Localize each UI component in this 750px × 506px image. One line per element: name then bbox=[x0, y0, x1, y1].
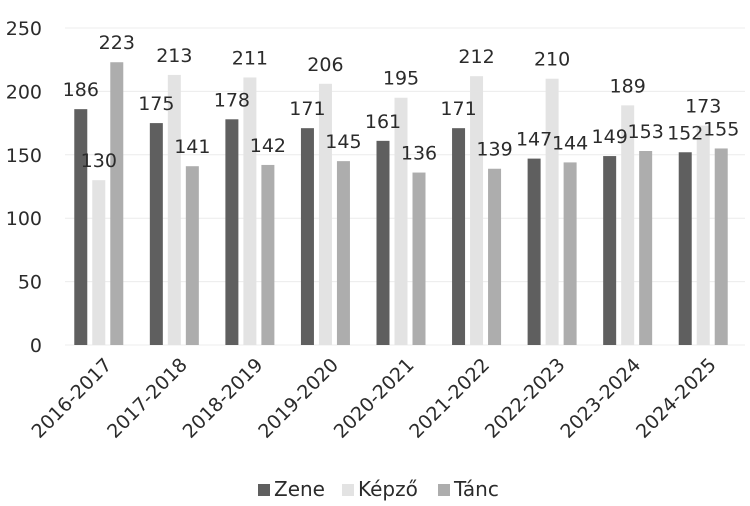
x-tick-label: 2016-2017 bbox=[28, 354, 117, 443]
bars bbox=[74, 62, 728, 346]
bar-képző bbox=[394, 97, 408, 346]
bar-képző bbox=[318, 83, 332, 346]
legend-item: Képző bbox=[342, 477, 418, 501]
bar-tánc bbox=[185, 166, 199, 345]
x-tick-label: 2022-2023 bbox=[481, 354, 570, 443]
bar-tánc bbox=[488, 168, 502, 345]
y-tick-label: 150 bbox=[6, 145, 42, 167]
bar-tánc bbox=[714, 148, 728, 345]
bar-zene bbox=[527, 158, 541, 345]
data-label: 136 bbox=[401, 143, 437, 165]
bar-képző bbox=[92, 180, 106, 345]
bar-képző bbox=[243, 77, 257, 346]
x-tick-label: 2023-2024 bbox=[556, 354, 645, 443]
data-label: 149 bbox=[592, 126, 628, 148]
data-label: 152 bbox=[667, 122, 703, 144]
data-label: 142 bbox=[250, 135, 286, 157]
data-label: 147 bbox=[516, 129, 552, 151]
data-label: 206 bbox=[307, 54, 343, 76]
bar-tánc bbox=[563, 162, 577, 345]
data-label: 210 bbox=[534, 49, 570, 71]
y-tick-label: 100 bbox=[6, 208, 42, 230]
legend-label: Tánc bbox=[453, 477, 499, 501]
data-label: 144 bbox=[552, 132, 588, 154]
data-label: 178 bbox=[214, 89, 250, 111]
data-label: 171 bbox=[289, 98, 325, 120]
bar-zene bbox=[149, 123, 163, 345]
bar-képző bbox=[621, 105, 635, 346]
y-tick-label: 250 bbox=[6, 18, 42, 40]
legend-swatch bbox=[258, 484, 270, 496]
data-label: 212 bbox=[458, 46, 494, 68]
bar-zene bbox=[376, 140, 390, 345]
y-tick-label: 50 bbox=[18, 272, 42, 294]
legend-item: Zene bbox=[258, 477, 325, 501]
legend-swatch bbox=[438, 484, 450, 496]
data-label: 211 bbox=[232, 47, 268, 69]
bar-tánc bbox=[110, 62, 124, 346]
data-label: 171 bbox=[440, 98, 476, 120]
data-label: 145 bbox=[325, 131, 361, 153]
x-tick-label: 2019-2020 bbox=[254, 354, 343, 443]
x-tick-label: 2021-2022 bbox=[405, 354, 494, 443]
legend-label: Képző bbox=[358, 477, 418, 501]
bar-képző bbox=[545, 78, 559, 345]
data-label: 153 bbox=[628, 121, 664, 143]
bar-zene bbox=[603, 156, 617, 345]
x-tick-label: 2018-2019 bbox=[179, 354, 268, 443]
legend-item: Tánc bbox=[438, 477, 499, 501]
data-label: 139 bbox=[476, 139, 512, 161]
data-label: 213 bbox=[156, 45, 192, 67]
y-tick-label: 0 bbox=[30, 335, 42, 357]
x-axis-ticks: 2016-20172017-20182018-20192019-20202020… bbox=[28, 354, 721, 443]
bar-tánc bbox=[261, 164, 275, 345]
data-label: 223 bbox=[99, 32, 135, 54]
bar-zene bbox=[452, 128, 466, 345]
bar-tánc bbox=[412, 172, 426, 345]
legend: Zene Képző Tánc bbox=[258, 477, 499, 501]
data-label: 175 bbox=[138, 93, 174, 115]
data-label: 195 bbox=[383, 68, 419, 90]
bar-zene bbox=[678, 152, 692, 345]
data-label: 189 bbox=[610, 75, 646, 97]
data-labels: 1861302231752131411782111421712061451611… bbox=[63, 32, 740, 172]
data-label: 161 bbox=[365, 111, 401, 133]
bar-tánc bbox=[336, 161, 350, 345]
bar-képző bbox=[696, 125, 710, 345]
data-label: 141 bbox=[174, 136, 210, 158]
bar-zene bbox=[74, 109, 88, 345]
data-label: 173 bbox=[685, 96, 721, 118]
data-label: 130 bbox=[81, 150, 117, 172]
x-tick-label: 2024-2025 bbox=[632, 354, 721, 443]
data-label: 186 bbox=[63, 79, 99, 101]
x-tick-label: 2017-2018 bbox=[103, 354, 192, 443]
bar-képző bbox=[167, 74, 181, 345]
x-tick-label: 2020-2021 bbox=[330, 354, 419, 443]
legend-label: Zene bbox=[274, 477, 325, 501]
data-label: 155 bbox=[703, 118, 739, 140]
bar-tánc bbox=[639, 150, 653, 345]
bar-zene bbox=[225, 119, 239, 346]
legend-swatch bbox=[342, 484, 354, 496]
y-axis-ticks: 0 50 100 150 200 250 bbox=[6, 18, 42, 357]
bar-képző bbox=[470, 76, 484, 346]
y-tick-label: 200 bbox=[6, 81, 42, 103]
bar-zene bbox=[300, 128, 314, 345]
